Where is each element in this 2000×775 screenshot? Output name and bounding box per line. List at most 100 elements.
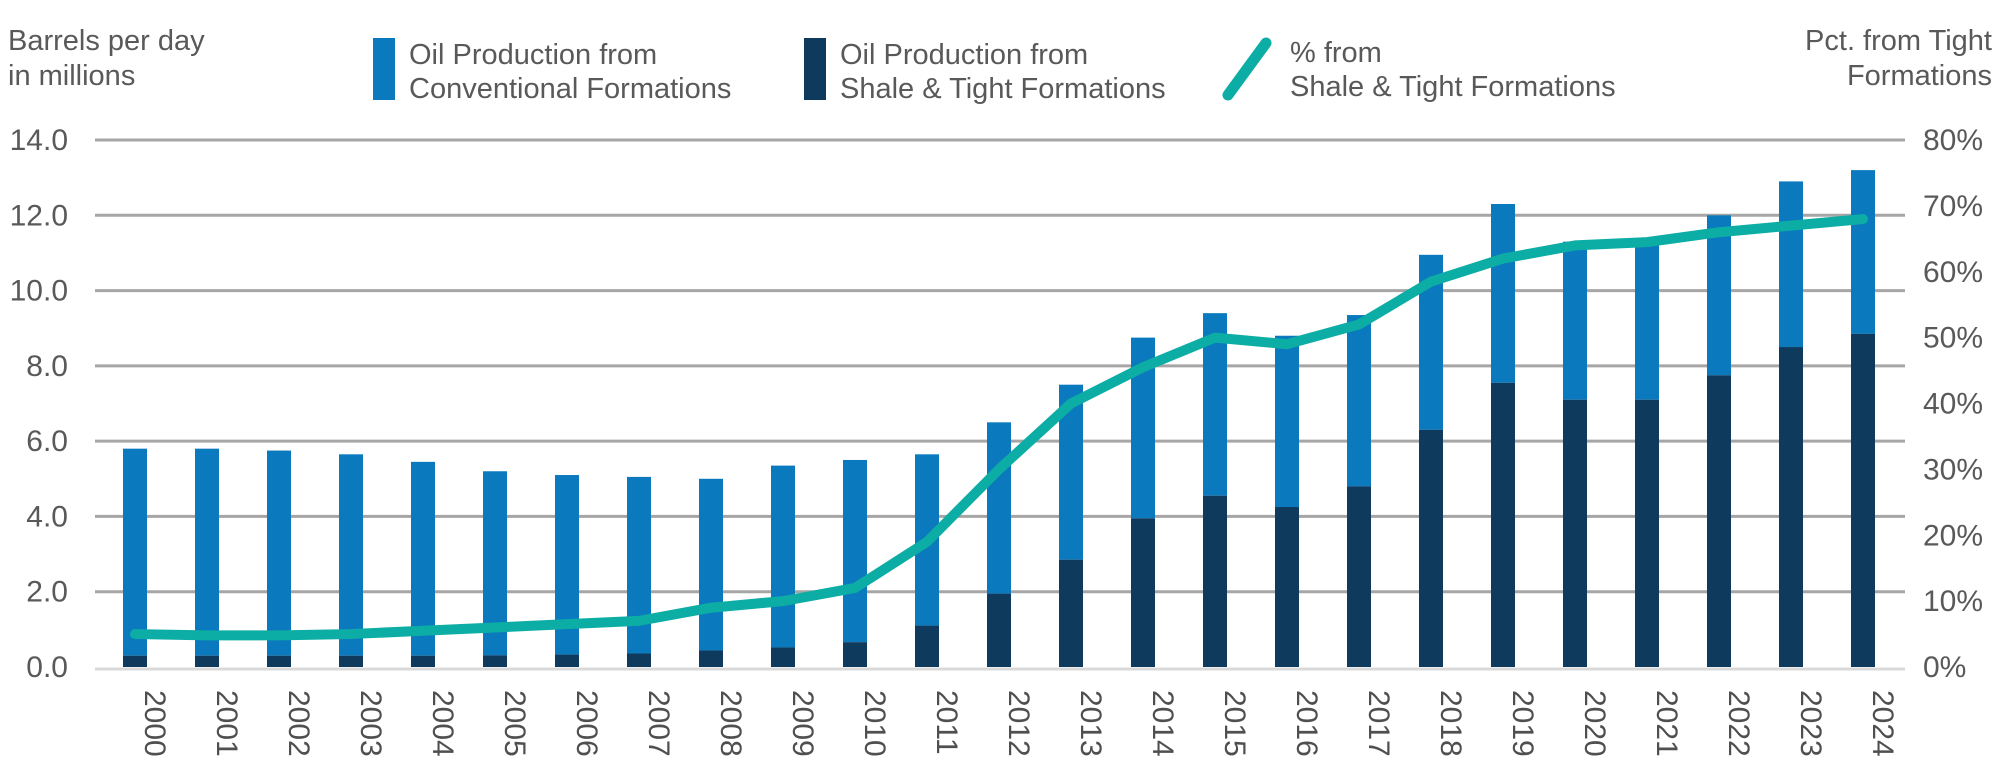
x-axis-year-2019: 2019 — [1506, 690, 1539, 757]
bar-conventional-2022 — [1707, 215, 1731, 376]
left-axis-tick-14.0: 14.0 — [10, 124, 68, 157]
bar-shale-2022 — [1707, 375, 1731, 667]
bar-shale-2015 — [1203, 495, 1227, 667]
x-axis-year-2015: 2015 — [1218, 690, 1251, 757]
bar-shale-2024 — [1851, 333, 1875, 667]
left-axis-title: Barrels per day in millions — [8, 24, 205, 94]
x-axis-year-2014: 2014 — [1146, 690, 1179, 757]
legend-item-shale: Oil Production from Shale & Tight Format… — [804, 38, 1166, 106]
x-axis-year-2008: 2008 — [714, 690, 747, 757]
bar-shale-2013 — [1059, 559, 1083, 667]
left-axis-title-line1: Barrels per day — [8, 25, 205, 57]
right-axis-title: Pct. from Tight Formations — [1805, 24, 1992, 94]
bar-conventional-2020 — [1563, 241, 1587, 400]
left-axis-tick-12.0: 12.0 — [10, 199, 68, 232]
x-axis-year-2011: 2011 — [930, 690, 963, 755]
left-axis-tick-8.0: 8.0 — [26, 350, 68, 383]
legend-conventional-line2: Conventional Formations — [409, 73, 732, 105]
right-axis-tick-40%: 40% — [1923, 388, 1983, 421]
bar-shale-2002 — [267, 655, 291, 667]
bar-shale-2012 — [987, 593, 1011, 667]
right-axis-tick-0%: 0% — [1923, 651, 1966, 684]
shale-swatch-icon — [804, 38, 826, 100]
bar-conventional-2010 — [843, 459, 867, 643]
bar-conventional-2021 — [1635, 245, 1659, 400]
bar-conventional-2004 — [411, 461, 435, 656]
right-axis-tick-70%: 70% — [1923, 190, 1983, 223]
bar-shale-2000 — [123, 655, 147, 667]
bar-conventional-2001 — [195, 448, 219, 656]
right-axis-title-line1: Pct. from Tight — [1805, 25, 1992, 57]
legend-pct-line1: % from — [1290, 37, 1382, 69]
right-axis-title-line2: Formations — [1846, 60, 1992, 92]
bar-shale-2017 — [1347, 486, 1371, 667]
legend-label-shale: Oil Production from Shale & Tight Format… — [840, 38, 1166, 106]
bar-shale-2007 — [627, 653, 651, 667]
x-axis-year-2023: 2023 — [1794, 690, 1827, 757]
right-axis-tick-30%: 30% — [1923, 453, 1983, 486]
legend: Oil Production from Conventional Formati… — [0, 0, 2000, 110]
conventional-swatch-icon — [373, 38, 395, 100]
bar-shale-2016 — [1275, 507, 1299, 667]
legend-pct-line2: Shale & Tight Formations — [1290, 71, 1616, 103]
x-axis-year-2001: 2001 — [210, 690, 243, 757]
x-axis-year-2021: 2021 — [1650, 690, 1683, 757]
x-axis-year-2016: 2016 — [1290, 690, 1323, 757]
right-axis-tick-50%: 50% — [1923, 322, 1983, 355]
bar-conventional-2007 — [627, 476, 651, 654]
pct-line-slash-icon — [1222, 37, 1272, 101]
x-axis-year-2005: 2005 — [498, 690, 531, 757]
bar-shale-2008 — [699, 650, 723, 667]
right-axis-tick-20%: 20% — [1923, 519, 1983, 552]
x-axis-year-2003: 2003 — [354, 690, 387, 757]
x-axis-year-2013: 2013 — [1074, 690, 1107, 757]
bar-shale-2003 — [339, 655, 363, 667]
bar-shale-2023 — [1779, 347, 1803, 667]
bar-conventional-2016 — [1275, 335, 1299, 508]
pct-from-shale-line — [130, 214, 1868, 641]
bar-shale-2009 — [771, 647, 795, 667]
legend-item-conventional: Oil Production from Conventional Formati… — [373, 38, 731, 106]
x-axis-year-2007: 2007 — [642, 690, 675, 757]
x-axis-year-2017: 2017 — [1362, 690, 1395, 757]
bar-shale-2001 — [195, 655, 219, 667]
left-axis-tick-2.0: 2.0 — [26, 576, 68, 609]
x-axis-year-2012: 2012 — [1002, 690, 1035, 757]
left-axis-tick-0.0: 0.0 — [26, 651, 68, 684]
bar-conventional-2008 — [699, 478, 723, 651]
x-axis-year-2004: 2004 — [426, 690, 459, 757]
legend-item-pct-line: % from Shale & Tight Formations — [1218, 36, 1616, 104]
legend-conventional-line1: Oil Production from — [409, 39, 658, 71]
x-axis-year-2002: 2002 — [282, 690, 315, 757]
bar-conventional-2024 — [1851, 170, 1875, 334]
bar-conventional-2002 — [267, 450, 291, 656]
bar-shale-2018 — [1419, 429, 1443, 667]
legend-shale-line1: Oil Production from — [840, 39, 1089, 71]
bar-conventional-2023 — [1779, 181, 1803, 348]
bar-conventional-2012 — [987, 422, 1011, 594]
bar-shale-2005 — [483, 655, 507, 667]
bar-conventional-2003 — [339, 454, 363, 656]
x-axis-year-2009: 2009 — [786, 690, 819, 757]
legend-shale-line2: Shale & Tight Formations — [840, 73, 1166, 105]
pct-line-slash-stroke — [1222, 37, 1272, 101]
x-axis-year-2022: 2022 — [1722, 690, 1755, 757]
x-axis-year-2006: 2006 — [570, 690, 603, 757]
right-axis-tick-60%: 60% — [1923, 256, 1983, 289]
bar-shale-2004 — [411, 655, 435, 667]
right-axis-tick-10%: 10% — [1923, 585, 1983, 618]
x-axis-year-2020: 2020 — [1578, 690, 1611, 757]
x-axis-year-2024: 2024 — [1866, 690, 1899, 757]
x-axis-year-2000: 2000 — [138, 690, 171, 757]
bar-shale-2006 — [555, 654, 579, 667]
left-axis-tick-4.0: 4.0 — [26, 500, 68, 533]
bar-shale-2019 — [1491, 382, 1515, 667]
bar-shale-2020 — [1563, 399, 1587, 667]
legend-label-pct: % from Shale & Tight Formations — [1290, 36, 1616, 104]
bar-shale-2011 — [915, 625, 939, 667]
legend-label-conventional: Oil Production from Conventional Formati… — [409, 38, 731, 106]
bar-conventional-2017 — [1347, 315, 1371, 487]
bar-shale-2021 — [1635, 399, 1659, 667]
